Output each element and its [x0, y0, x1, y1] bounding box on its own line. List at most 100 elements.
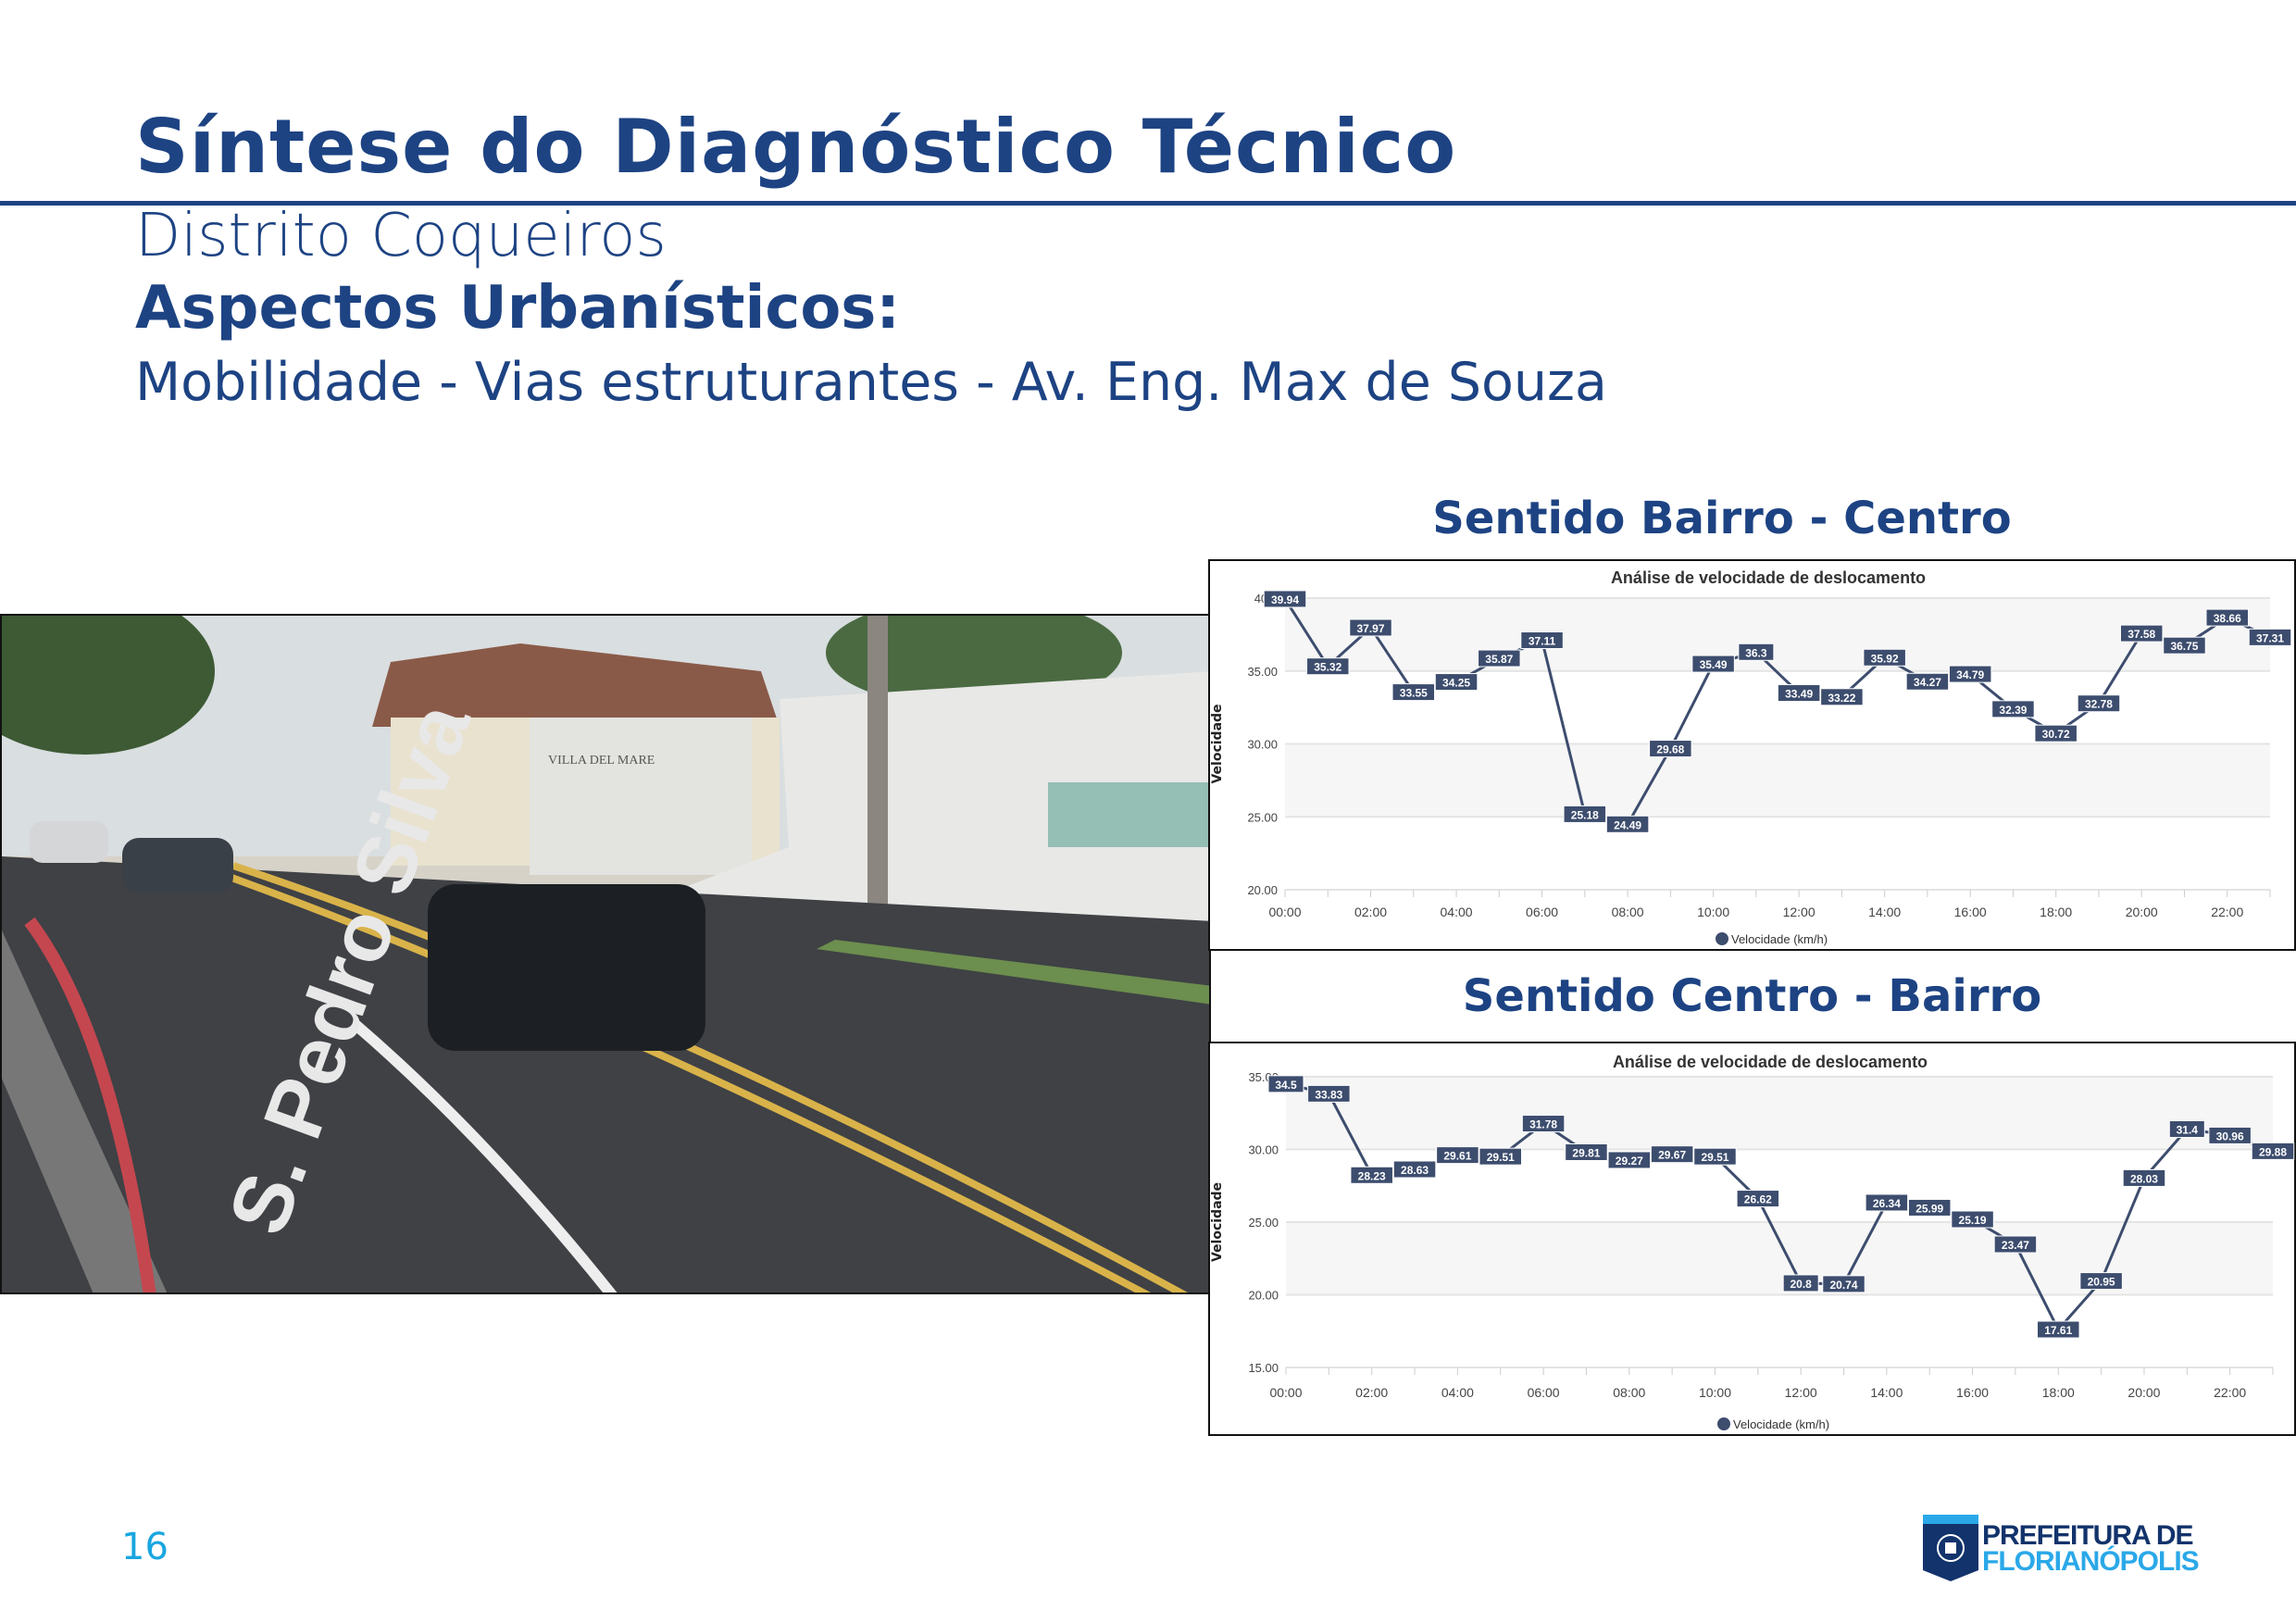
white-wall	[668, 671, 1209, 930]
x-tick-label: 10:00	[1699, 1385, 1731, 1400]
data-label: 33.49	[1777, 684, 1821, 703]
data-label: 34.25	[1434, 673, 1479, 692]
data-label-box	[1307, 1084, 1351, 1103]
data-label-box	[1267, 1075, 1304, 1093]
plot-band	[1285, 743, 2270, 818]
y-axis-label: Velocidade	[1210, 704, 1225, 783]
x-tick-label: 20:00	[2128, 1385, 2160, 1400]
street-photo: VILLA DEL MARE S. Pedro Silva	[0, 614, 1211, 1294]
data-label-text: 30.96	[2216, 1130, 2244, 1142]
data-label: 29.61	[1436, 1146, 1479, 1165]
data-label: 39.94	[1263, 590, 1307, 608]
x-tick-label: 06:00	[1526, 905, 1558, 919]
data-label-text: 39.94	[1271, 593, 1299, 606]
data-label-text: 25.19	[1959, 1214, 1987, 1227]
data-label-text: 37.11	[1529, 635, 1556, 648]
data-label-text: 29.61	[1443, 1150, 1471, 1163]
data-label-text: 20.74	[1830, 1279, 1858, 1292]
data-label-box	[1693, 1147, 1737, 1166]
data-label: 30.72	[2034, 724, 2078, 743]
y-tick-label: 20.00	[1248, 1289, 1279, 1303]
y-tick-label: 25.00	[1247, 810, 1278, 824]
data-label: 29.51	[1693, 1147, 1737, 1166]
x-tick-label: 04:00	[1441, 905, 1473, 919]
data-label-box	[2208, 1126, 2252, 1144]
data-label-text: 29.51	[1701, 1151, 1728, 1164]
data-label-text: 32.39	[1999, 704, 2027, 717]
data-label-text: 30.72	[2042, 728, 2070, 741]
data-label-text: 20.95	[2088, 1276, 2115, 1289]
data-label-text: 35.32	[1314, 661, 1341, 674]
data-label: 37.31	[2248, 628, 2292, 646]
data-label: 28.23	[1350, 1166, 1393, 1184]
car-jeep	[428, 884, 705, 1051]
data-label-box	[1782, 1274, 1819, 1292]
data-label-box	[1865, 1193, 1909, 1212]
data-label: 17.61	[2037, 1320, 2080, 1339]
grass-strip	[817, 940, 1209, 1005]
car	[30, 821, 108, 863]
data-label-text: 24.49	[1614, 818, 1641, 831]
x-tick-label: 16:00	[1956, 1385, 1989, 1400]
data-label-text: 35.49	[1700, 658, 1728, 671]
data-label: 36.3	[1738, 643, 1775, 661]
data-label: 29.67	[1650, 1145, 1694, 1164]
data-label-text: 35.92	[1871, 652, 1899, 665]
data-label-box	[1948, 665, 1992, 683]
data-label: 23.47	[1993, 1235, 2038, 1254]
data-label-box	[1391, 683, 1436, 702]
x-tick-label: 14:00	[1870, 1385, 1903, 1400]
data-label-text: 25.18	[1571, 808, 1599, 821]
road	[2, 856, 1209, 1292]
sidewalk	[2, 930, 168, 1292]
data-label-box	[1392, 1160, 1437, 1179]
plot-band	[1285, 598, 2270, 671]
logo-line2: FLORIANÓPOLIS	[1982, 1546, 2200, 1577]
chart-centro-bairro: 15.00 20.00 25.00 30.00 35.00 00:00 02:00 04:00…	[1208, 1042, 2296, 1436]
data-label: 32.78	[2077, 694, 2121, 713]
data-label: 35.92	[1863, 648, 1906, 667]
data-label-box	[1822, 1275, 1866, 1293]
topic-heading: Mobilidade - Vias estruturantes - Av. En…	[135, 352, 1607, 413]
data-label: 35.49	[1691, 655, 1735, 673]
data-label-box	[1479, 1147, 1522, 1166]
data-label-box	[1820, 688, 1864, 706]
data-label: 26.62	[1736, 1190, 1780, 1208]
data-label-box	[1563, 805, 1607, 823]
data-label-text: 36.3	[1745, 646, 1767, 659]
x-tick-label: 18:00	[2040, 905, 2072, 919]
y-tick-label: 25.00	[1248, 1216, 1279, 1230]
data-label-box	[1607, 1151, 1652, 1169]
data-label: 29.88	[2251, 1142, 2295, 1160]
y-tick-label: 20.00	[1247, 883, 1278, 897]
bike-lane-edge	[24, 917, 156, 1292]
data-label: 37.97	[1349, 618, 1392, 637]
data-label-box	[1738, 643, 1775, 661]
data-label-text: 17.61	[2044, 1324, 2072, 1337]
x-tick-label: 22:00	[2214, 1385, 2246, 1400]
data-label-text: 37.58	[2128, 628, 2155, 641]
coat-of-arms-shield-icon	[1923, 1515, 1978, 1581]
lane-line	[350, 1018, 618, 1292]
data-label: 25.18	[1563, 805, 1607, 823]
x-tick-label: 06:00	[1528, 1385, 1560, 1400]
x-tick-label: 04:00	[1441, 1385, 1474, 1400]
x-tick-label: 08:00	[1613, 1385, 1645, 1400]
data-label-box	[2077, 694, 2121, 713]
data-label-text: 29.51	[1487, 1151, 1515, 1164]
data-label-box	[1520, 631, 1564, 650]
legend-marker	[1717, 1417, 1730, 1430]
data-label: 26.34	[1865, 1193, 1909, 1212]
data-label-box	[1350, 1166, 1393, 1184]
data-label: 32.39	[1991, 700, 2035, 718]
panel-heading-centro-bairro: Sentido Centro - Bairro	[1462, 970, 2042, 1022]
data-label-box	[2251, 1142, 2295, 1160]
data-label: 28.03	[2122, 1168, 2166, 1187]
data-label-box	[1736, 1190, 1780, 1208]
y-axis-label: Velocidade	[1210, 1182, 1225, 1262]
x-tick-label: 10:00	[1697, 905, 1729, 919]
legend-label: Velocidade (km/h)	[1731, 932, 1828, 946]
section-heading: Aspectos Urbanísticos:	[135, 274, 900, 343]
data-label-box	[1478, 649, 1521, 668]
y-tick-label: 35.00	[1247, 665, 1278, 679]
